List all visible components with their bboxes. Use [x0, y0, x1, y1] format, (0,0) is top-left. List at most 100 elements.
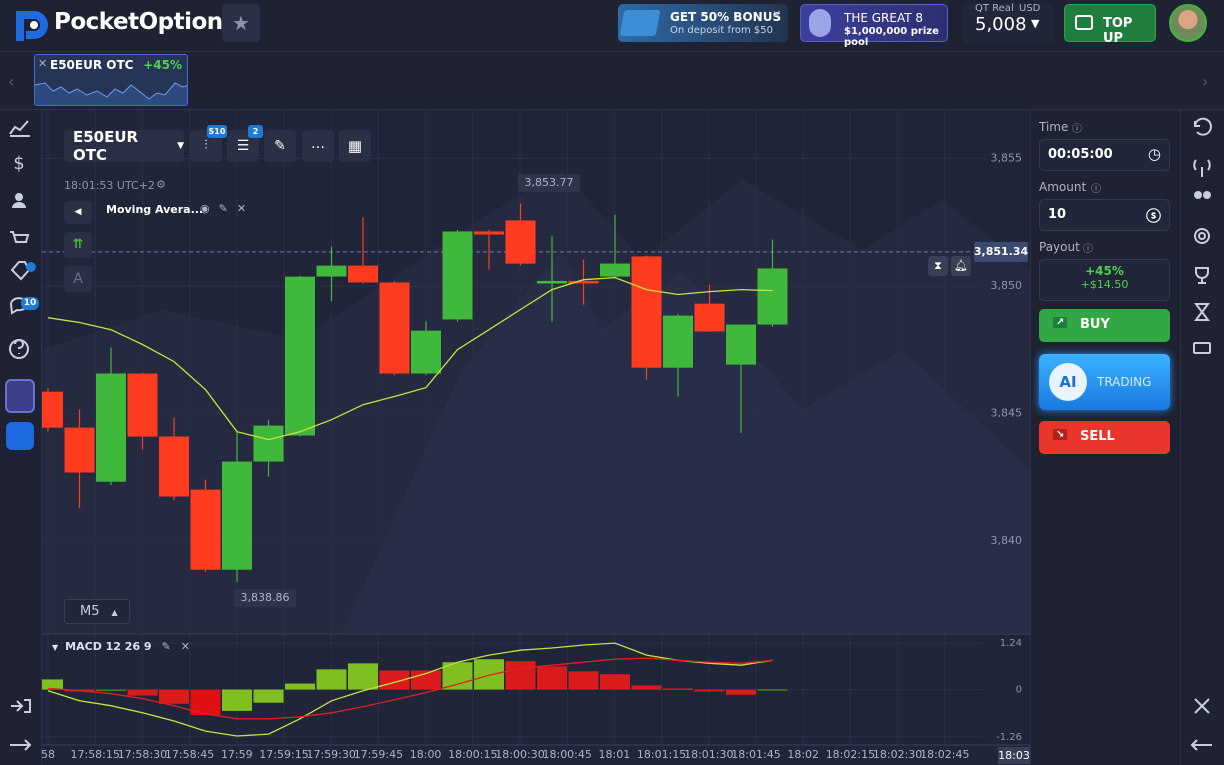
text-tool-button[interactable]: A	[64, 266, 92, 292]
x-tick-label: 18:00	[410, 748, 442, 761]
macd-bar	[694, 689, 725, 692]
amount-label: Amount	[1039, 180, 1087, 194]
chart-icon[interactable]	[9, 120, 30, 137]
express-icon-center	[1198, 232, 1206, 240]
current-time-box	[998, 747, 1030, 764]
macd-bar	[222, 689, 252, 711]
scroll-left[interactable]: ‹	[8, 72, 15, 91]
social-icon[interactable]	[1194, 191, 1202, 199]
collapse-button[interactable]: ◀	[64, 201, 92, 224]
account-selector[interactable]: QT Real USD 5,008 ▼	[961, 3, 1053, 43]
more-button[interactable]: …	[302, 130, 334, 162]
amount-input[interactable]: 10 ⓢ	[1039, 199, 1170, 231]
alert-button[interactable]: 🔔︎	[951, 256, 971, 276]
candle-body	[694, 303, 725, 332]
candle-body	[411, 330, 441, 374]
close-tab[interactable]: ✕	[38, 57, 48, 70]
tournaments-icon[interactable]	[1195, 267, 1209, 284]
drawings-button[interactable]: ✎	[264, 130, 296, 162]
promo-icon[interactable]	[5, 379, 35, 413]
current-price-box	[974, 241, 1028, 262]
fullscreen-icon[interactable]	[1194, 698, 1210, 714]
dropdown-arrow: ▼	[1031, 17, 1040, 30]
profile-icon[interactable]	[15, 193, 23, 201]
signals-icon[interactable]	[1193, 159, 1211, 177]
candle-body	[726, 324, 756, 365]
account-type: QT Real	[975, 3, 1014, 14]
pending-icon[interactable]	[1194, 303, 1210, 321]
high-label-box	[518, 173, 580, 192]
market-icon[interactable]	[10, 231, 30, 243]
x-tick-label: 18:02:45	[920, 748, 969, 761]
tournament-banner[interactable]: THE GREAT 8 $1,000,000 prize pool	[800, 4, 948, 48]
x-tick-label: 17:59:15	[259, 748, 308, 761]
time-label: Time	[1039, 120, 1069, 134]
candle-body	[159, 436, 189, 497]
help-circle	[9, 339, 29, 359]
top-up-button[interactable]: TOP UP	[1064, 4, 1156, 46]
x-tick-label: 18:00:15	[448, 748, 497, 761]
timer-button[interactable]: ⧗	[928, 256, 948, 276]
buy-button[interactable]: ↗ BUY	[1039, 309, 1170, 342]
info-icon[interactable]: ⓘ	[1083, 244, 1093, 255]
settings-icon[interactable]: ⚙	[156, 178, 166, 191]
moving-average	[47, 276, 773, 441]
top-up-label: TOP UP	[1103, 16, 1133, 46]
timeframe-selector[interactable]: M5 ▲	[64, 599, 130, 624]
right-sidebar	[1180, 110, 1224, 765]
finance-icon[interactable]: $	[13, 153, 24, 174]
candle-body	[442, 231, 473, 320]
collapse-icon[interactable]	[1190, 739, 1212, 751]
macd-tick-label: 1.24	[1000, 638, 1022, 649]
candle-body	[96, 373, 126, 482]
sell-button[interactable]: ↘ SELL	[1039, 421, 1170, 454]
macd-bar	[159, 689, 189, 704]
express-icon[interactable]	[1194, 228, 1210, 244]
info-icon[interactable]: ⓘ	[1072, 124, 1082, 135]
scroll-right[interactable]: ›	[1202, 72, 1209, 91]
candle-body	[42, 391, 63, 428]
collapse-arrow[interactable]: ▼	[52, 643, 59, 652]
high-label: 3,853.77	[525, 176, 574, 189]
sidebar-icons: $	[5, 120, 36, 751]
x-tick-label: 58	[42, 748, 55, 761]
macd-tick-label: 0	[1016, 685, 1022, 696]
indicator-actions[interactable]: ◉✎✕	[200, 202, 256, 215]
candle-body	[631, 256, 662, 368]
favorite-button[interactable]: ★	[222, 4, 260, 42]
candle-body	[316, 265, 347, 277]
avatar[interactable]	[1169, 4, 1207, 42]
indicator-name: Moving Avera...	[106, 203, 204, 216]
achievements-icon[interactable]	[10, 261, 31, 281]
asset-tab-name: E50EUR OTC	[50, 58, 134, 72]
time-input[interactable]: 00:05:00 ◷	[1039, 139, 1170, 171]
info-icon[interactable]: ⓘ	[1091, 184, 1101, 195]
x-tick-label: 17:58:30	[118, 748, 167, 761]
current-time: 18:03	[998, 749, 1030, 762]
payout-box: +45% +$14.50	[1039, 259, 1170, 301]
asset-selector[interactable]: E50EUR OTC ▼	[64, 128, 184, 164]
trade-panel: Time ⓘ 00:05:00 ◷ Amount ⓘ 10 ⓢ Payout ⓘ +…	[1030, 110, 1180, 765]
amount-value: 10	[1048, 207, 1067, 222]
layout-button[interactable]: ▦	[339, 130, 371, 162]
candle-body	[663, 315, 693, 368]
expand-icon[interactable]	[10, 739, 32, 751]
bonus-title: GET 50% BONUS	[670, 10, 782, 24]
close-icon[interactable]: ✕	[772, 8, 782, 21]
payout-label: Payout	[1039, 240, 1080, 254]
history-icon[interactable]	[1194, 117, 1212, 136]
signals-button[interactable]: ⇈	[64, 232, 92, 258]
help-icon[interactable]	[14, 339, 24, 354]
ai-trading-button[interactable]: AI TRADING	[1039, 354, 1170, 410]
hotkeys-icon[interactable]	[1193, 342, 1211, 354]
candle-body	[505, 220, 536, 264]
macd-actions[interactable]: ✎✕	[161, 640, 201, 653]
background-mountains	[42, 170, 1030, 633]
app-icon[interactable]	[6, 422, 34, 450]
payout-percent: +45%	[1085, 264, 1124, 278]
bonus-banner[interactable]: GET 50% BONUS On deposit from $50 ✕	[618, 4, 788, 42]
chat-badge: 10	[21, 297, 39, 310]
logout-icon[interactable]	[11, 699, 31, 713]
asset-tab[interactable]: ✕ E50EUR OTC +45%	[34, 54, 188, 106]
